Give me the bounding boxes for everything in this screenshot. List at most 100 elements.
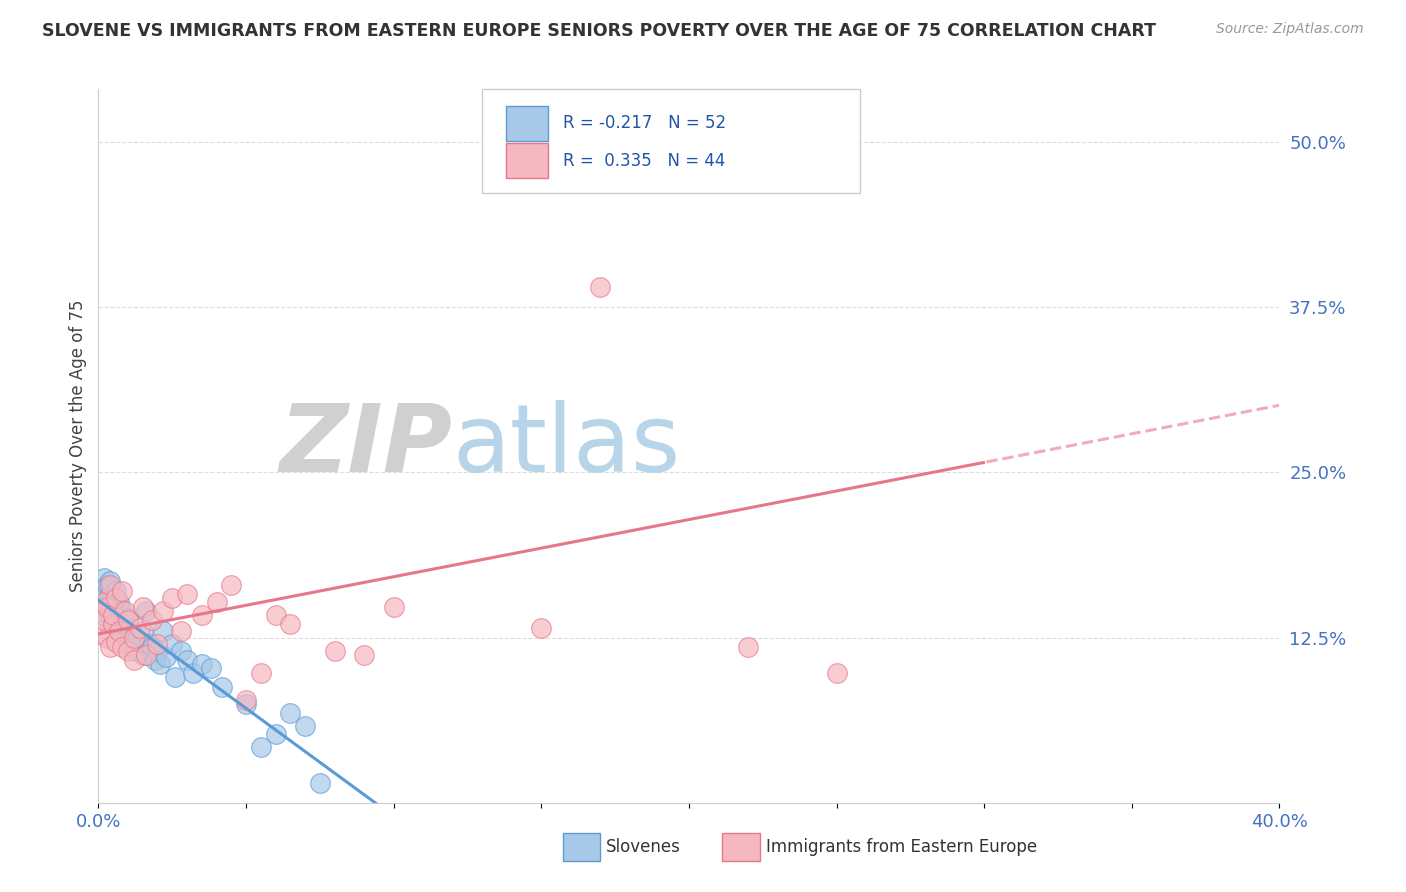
Point	[205, 595, 228, 609]
Point	[250, 740, 273, 755]
Point	[105, 591, 128, 605]
Point	[235, 692, 257, 706]
Point	[125, 644, 148, 658]
Point	[146, 637, 169, 651]
Point	[135, 648, 157, 662]
FancyBboxPatch shape	[506, 144, 548, 178]
Point	[323, 644, 346, 658]
Text: ZIP: ZIP	[280, 400, 453, 492]
Point	[98, 640, 121, 654]
Point	[103, 608, 125, 623]
Point	[103, 617, 125, 632]
Text: R =  0.335   N = 44: R = 0.335 N = 44	[562, 153, 725, 170]
Point	[294, 719, 316, 733]
Point	[165, 670, 187, 684]
Point	[211, 680, 233, 694]
Point	[105, 608, 128, 623]
Point	[181, 666, 204, 681]
Point	[162, 637, 183, 651]
Text: R = -0.217   N = 52: R = -0.217 N = 52	[562, 114, 725, 132]
Point	[235, 697, 257, 711]
Point	[128, 621, 150, 635]
Point	[105, 584, 128, 599]
Point	[117, 631, 139, 645]
Point	[117, 614, 139, 628]
Point	[191, 657, 214, 671]
Point	[117, 611, 139, 625]
Point	[111, 584, 134, 599]
Text: Source: ZipAtlas.com: Source: ZipAtlas.com	[1216, 22, 1364, 37]
Point	[93, 595, 115, 609]
Point	[108, 614, 131, 628]
Text: Slovenes: Slovenes	[606, 838, 681, 856]
Point	[96, 631, 118, 645]
Point	[93, 571, 115, 585]
Point	[90, 591, 112, 605]
Point	[132, 648, 155, 662]
Point	[149, 657, 172, 671]
Point	[278, 706, 302, 720]
Point	[96, 611, 118, 625]
Point	[309, 776, 332, 790]
Point	[200, 661, 222, 675]
Point	[589, 280, 612, 294]
Point	[152, 604, 174, 618]
Point	[737, 640, 759, 654]
Point	[353, 648, 375, 662]
Point	[278, 617, 302, 632]
Point	[90, 600, 112, 615]
Point	[105, 634, 128, 648]
Point	[122, 626, 145, 640]
Point	[98, 587, 121, 601]
Point	[250, 666, 273, 681]
Point	[96, 595, 118, 609]
Point	[170, 644, 193, 658]
Point	[162, 591, 183, 605]
Point	[152, 624, 174, 638]
Point	[176, 653, 198, 667]
Point	[111, 604, 134, 618]
Point	[825, 666, 848, 681]
Point	[382, 600, 405, 615]
Text: atlas: atlas	[453, 400, 681, 492]
Point	[90, 604, 112, 618]
Point	[93, 614, 115, 628]
Y-axis label: Seniors Poverty Over the Age of 75: Seniors Poverty Over the Age of 75	[69, 300, 87, 592]
Point	[98, 574, 121, 588]
Text: SLOVENE VS IMMIGRANTS FROM EASTERN EUROPE SENIORS POVERTY OVER THE AGE OF 75 COR: SLOVENE VS IMMIGRANTS FROM EASTERN EUROP…	[42, 22, 1156, 40]
Point	[141, 640, 163, 654]
FancyBboxPatch shape	[506, 105, 548, 141]
FancyBboxPatch shape	[482, 89, 860, 193]
Point	[111, 624, 134, 638]
Point	[155, 650, 177, 665]
Point	[114, 617, 136, 632]
Point	[143, 653, 166, 667]
Point	[90, 626, 112, 640]
Point	[264, 727, 287, 741]
Point	[135, 604, 157, 618]
Point	[98, 578, 121, 592]
Point	[146, 644, 169, 658]
Point	[114, 637, 136, 651]
Point	[530, 621, 553, 635]
Point	[93, 582, 115, 596]
FancyBboxPatch shape	[562, 833, 600, 862]
Point	[176, 587, 198, 601]
Point	[138, 637, 160, 651]
Point	[122, 640, 145, 654]
Point	[96, 578, 118, 592]
Point	[108, 595, 131, 609]
Point	[219, 578, 242, 592]
Point	[108, 624, 131, 638]
Point	[122, 631, 145, 645]
Point	[170, 624, 193, 638]
Point	[141, 614, 163, 628]
Point	[125, 631, 148, 645]
Point	[96, 600, 118, 615]
Point	[111, 640, 134, 654]
Point	[122, 653, 145, 667]
Point	[114, 604, 136, 618]
Point	[264, 608, 287, 623]
Point	[93, 604, 115, 618]
Point	[132, 624, 155, 638]
